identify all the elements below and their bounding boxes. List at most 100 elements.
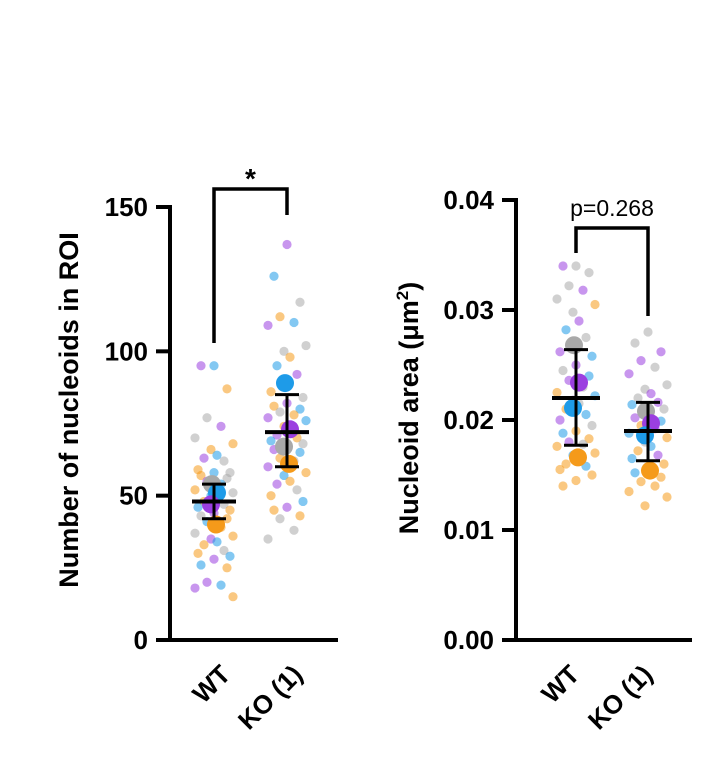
data-point xyxy=(587,351,597,361)
data-point xyxy=(279,346,289,356)
data-point xyxy=(656,472,666,482)
data-point xyxy=(633,393,643,403)
data-point xyxy=(590,448,600,458)
data-point xyxy=(555,464,565,475)
data-point xyxy=(627,453,637,464)
data-point xyxy=(624,369,634,379)
data-point xyxy=(289,410,299,420)
data-point xyxy=(298,439,308,449)
data-point xyxy=(190,433,200,443)
data-point xyxy=(216,421,226,431)
data-point xyxy=(295,511,305,521)
data-point xyxy=(282,239,292,250)
data-point xyxy=(646,389,656,399)
data-point xyxy=(272,361,282,371)
data-point xyxy=(662,380,672,390)
data-point xyxy=(285,352,295,362)
data-point xyxy=(555,347,565,357)
data-point xyxy=(298,496,308,507)
y-tick-label: 0.04 xyxy=(443,185,494,215)
y-tick-label: 0.02 xyxy=(443,405,494,435)
data-point xyxy=(295,404,305,414)
y-tick-label: 0 xyxy=(134,625,148,655)
replicate-mean-dot xyxy=(275,437,293,456)
data-point xyxy=(650,481,660,491)
data-point xyxy=(289,317,299,328)
data-point xyxy=(222,514,232,524)
data-point xyxy=(636,477,646,487)
data-point xyxy=(228,531,238,541)
data-point xyxy=(190,485,200,495)
data-point xyxy=(222,473,232,483)
data-point xyxy=(659,459,669,469)
data-point xyxy=(209,361,219,371)
data-point xyxy=(196,361,206,371)
data-point xyxy=(222,563,232,573)
replicate-mean-dot xyxy=(564,398,582,417)
data-point xyxy=(193,502,203,512)
data-point xyxy=(272,479,282,489)
data-point xyxy=(581,409,591,420)
replicate-mean-dot xyxy=(280,454,298,473)
data-point xyxy=(279,470,289,481)
data-point xyxy=(263,413,273,423)
data-point xyxy=(228,592,238,602)
data-point xyxy=(225,551,235,561)
data-point xyxy=(630,413,640,423)
y-axis-label: Number of nucleoids in ROI xyxy=(54,232,84,588)
data-point xyxy=(636,356,646,366)
data-point xyxy=(552,387,562,398)
y-axis-label: Nucleoid area (μm2) xyxy=(393,282,424,535)
data-point xyxy=(590,299,600,310)
data-point xyxy=(292,369,302,380)
data-point xyxy=(295,447,305,457)
significance-bracket xyxy=(574,226,650,316)
y-tick-marks xyxy=(502,198,516,642)
data-point xyxy=(202,577,212,587)
data-point xyxy=(558,428,568,438)
data-point xyxy=(561,459,571,469)
data-point xyxy=(571,475,581,486)
data-point xyxy=(568,307,578,317)
data-point xyxy=(552,294,562,304)
data-point xyxy=(263,534,273,544)
significance-label: * xyxy=(245,163,256,194)
data-point xyxy=(552,441,562,451)
y-axis-label-main: Nucleoid area (μm xyxy=(394,300,424,534)
replicate-mean-dot xyxy=(570,373,588,392)
data-point xyxy=(627,400,637,410)
y-tick-label: 0.00 xyxy=(443,625,494,655)
x-category-label-wt: WT xyxy=(186,659,236,709)
data-point xyxy=(196,470,206,481)
data-point xyxy=(216,580,226,590)
data-point xyxy=(275,312,285,322)
data-point xyxy=(630,338,640,348)
replicate-mean-dot xyxy=(565,336,583,355)
data-point xyxy=(558,261,568,271)
data-points-layer xyxy=(190,239,311,602)
data-point xyxy=(555,415,565,425)
data-point xyxy=(578,285,588,295)
data-point xyxy=(624,486,634,497)
data-point xyxy=(269,401,279,411)
data-point xyxy=(266,436,276,446)
y-tick-label: 50 xyxy=(119,481,148,511)
data-point xyxy=(269,271,279,281)
data-point xyxy=(301,416,311,426)
data-point xyxy=(301,340,311,351)
data-point xyxy=(558,365,568,376)
data-point xyxy=(275,514,285,524)
data-point xyxy=(659,404,669,414)
data-point xyxy=(587,420,597,431)
data-point xyxy=(643,327,653,337)
data-point xyxy=(202,413,212,423)
data-point xyxy=(584,434,594,444)
data-point xyxy=(263,320,273,330)
data-point xyxy=(289,525,299,535)
data-point xyxy=(587,470,597,480)
data-point xyxy=(196,560,206,570)
y-tick-label: 100 xyxy=(105,336,148,366)
y-tick-label: 150 xyxy=(105,192,148,222)
data-point xyxy=(662,492,672,502)
